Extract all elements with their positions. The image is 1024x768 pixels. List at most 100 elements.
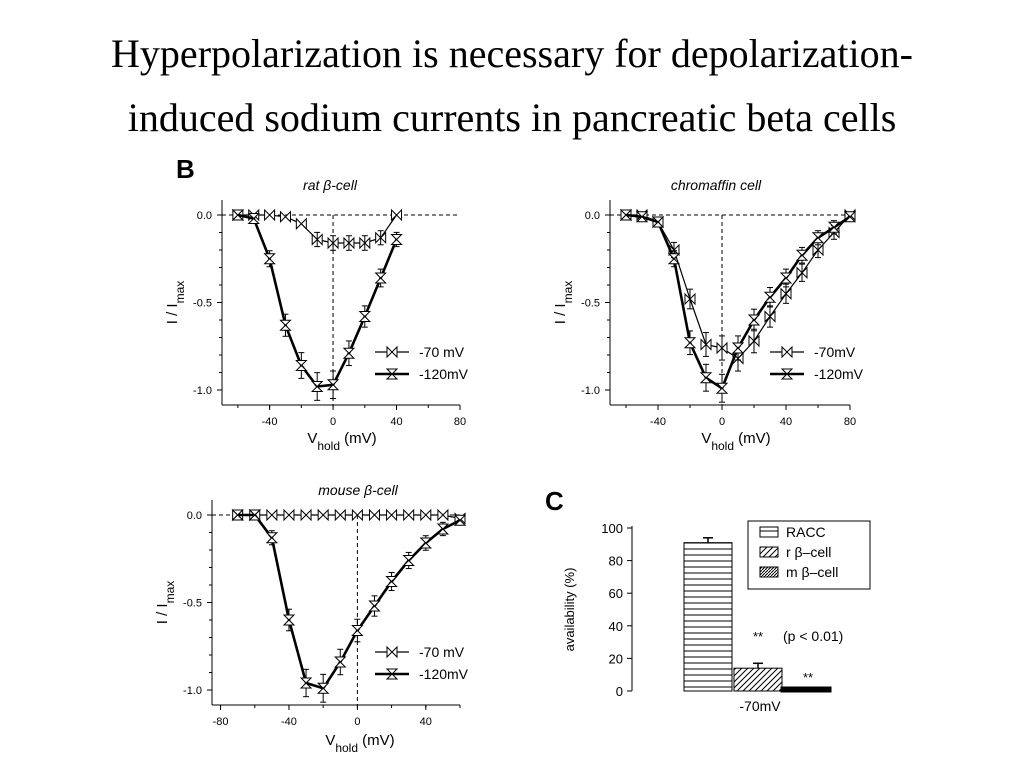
chart-panel-3: mouse β-cell 0.0 -0.5 -1.0 -80 -40 0 40 I / Imax… <box>154 482 469 755</box>
data-point-s2 <box>635 211 649 223</box>
data-point-s1 <box>359 236 371 250</box>
data-point-s2 <box>231 509 244 521</box>
legend-marker <box>385 368 399 380</box>
data-point-s2 <box>419 537 433 549</box>
y-tick-label: -1.0 <box>183 685 202 697</box>
data-point-s2 <box>310 381 324 392</box>
y-axis-label: availability (%) <box>562 568 577 652</box>
slide-title-line-1: Hyperpolarization is necessary for depol… <box>111 31 913 76</box>
data-point-s1 <box>391 208 403 222</box>
data-point-s2 <box>390 234 403 245</box>
data-point-s1 <box>403 508 415 522</box>
x-tick-label: -40 <box>281 716 297 728</box>
significance-marker-2: ** <box>803 670 813 685</box>
slide-title: Hyperpolarization is necessary for depol… <box>0 22 1024 150</box>
chart-panel-2: chromaffin cell 0.0 -0.5 -1.0 -40 0 40 80 I / Im… <box>552 177 864 453</box>
panel-label-b: B <box>176 154 195 184</box>
y-tick-label: 0.0 <box>585 210 600 222</box>
legend-swatch-1 <box>759 526 779 538</box>
legend-label: -120mV <box>419 366 469 382</box>
data-point-s2 <box>385 576 398 587</box>
data-point-s1 <box>368 508 380 522</box>
data-point-s2 <box>699 372 713 384</box>
data-point-s2 <box>247 213 260 224</box>
data-point-s1 <box>780 287 792 300</box>
chart-panel-1: rat β-cell 0.0 -0.5 -1.0 -40 0 40 80 I / Imax Vho… <box>164 177 469 453</box>
data-point-s1 <box>343 236 355 250</box>
data-point-s1 <box>812 243 824 257</box>
x-tick-label: -40 <box>650 416 666 428</box>
data-point-s2 <box>316 682 330 694</box>
data-point-s2 <box>231 209 245 221</box>
x-axis-label: Vhold (mV) <box>307 430 376 453</box>
legend-marker <box>780 368 794 380</box>
data-point-s2 <box>843 211 857 223</box>
data-point-s2 <box>651 216 665 228</box>
data-point-s2 <box>351 625 364 636</box>
x-tick-label: 40 <box>420 716 432 728</box>
legend-label-1: RACC <box>786 524 826 540</box>
data-point-s1 <box>317 508 329 522</box>
legend-label: -70 mV <box>419 644 465 660</box>
data-point-s1 <box>334 508 346 522</box>
data-point-s2 <box>374 272 387 284</box>
data-point-s2 <box>368 600 381 612</box>
x-tick-label: 80 <box>844 416 856 428</box>
data-point-s1 <box>764 310 776 323</box>
data-point-s1 <box>264 208 276 222</box>
x-tick-label: 40 <box>390 416 402 428</box>
data-point-s1 <box>375 231 387 244</box>
significance-marker-1: ** <box>753 629 763 644</box>
legend-marker <box>386 645 398 659</box>
x-axis-label: -70mV <box>739 698 781 714</box>
data-point-s2 <box>248 509 261 521</box>
data-point-s2 <box>619 209 633 221</box>
data-point-s2 <box>763 291 777 303</box>
y-tick-label: 40 <box>609 619 623 634</box>
data-point-s2 <box>358 311 372 322</box>
legend-marker <box>386 345 398 359</box>
legend-label: -120mV <box>814 366 864 382</box>
y-axis-label-text: I / Imax <box>154 581 177 625</box>
slide-title-line-2: induced sodium currents in pancreatic be… <box>127 95 897 140</box>
x-tick-label: 80 <box>454 416 466 428</box>
data-point-s1 <box>748 334 760 348</box>
data-point-s2 <box>811 232 825 244</box>
y-tick-label: 0.0 <box>197 210 212 222</box>
chart-panel-availability: 0 20 40 60 80 100 availability (%) -70mV ** (p < … <box>562 520 871 714</box>
chart-title: mouse β-cell <box>318 482 398 498</box>
y-tick-label: 0.0 <box>187 510 202 522</box>
data-point-s2 <box>436 523 450 535</box>
data-point-s2 <box>299 677 313 689</box>
data-point-s2 <box>279 319 292 331</box>
x-tick-label: 0 <box>354 716 360 728</box>
y-axis-label-text: I / Imax <box>164 281 187 325</box>
data-point-s1 <box>279 210 291 223</box>
data-point-s2 <box>747 314 761 326</box>
x-axis-label: Vhold (mV) <box>701 430 770 453</box>
data-point-s1 <box>420 508 432 522</box>
y-tick-label: 20 <box>609 651 623 666</box>
panel-label-c: C <box>545 486 564 516</box>
x-tick-label: 0 <box>719 416 725 428</box>
data-point-s1 <box>351 508 363 522</box>
significance-p-value: (p < 0.01) <box>783 628 843 644</box>
data-point-s1 <box>716 341 728 355</box>
y-axis-label-text: availability (%) <box>562 568 577 652</box>
bar-3 <box>780 686 832 693</box>
x-tick-label: -80 <box>213 716 229 728</box>
data-point-s2 <box>715 382 729 394</box>
y-tick-label: 60 <box>609 586 623 601</box>
y-tick-label: 0 <box>616 684 623 699</box>
data-point-s2 <box>295 360 308 371</box>
data-point-s1 <box>327 236 339 250</box>
legend-label: -70mV <box>814 344 856 360</box>
bar-1 <box>683 542 733 692</box>
data-point-s1 <box>684 292 696 306</box>
data-point-s1 <box>386 508 398 522</box>
y-tick-label: -1.0 <box>193 385 212 397</box>
data-point-s2 <box>779 272 793 284</box>
y-tick-label: -0.5 <box>581 298 600 310</box>
legend-marker <box>385 668 399 680</box>
